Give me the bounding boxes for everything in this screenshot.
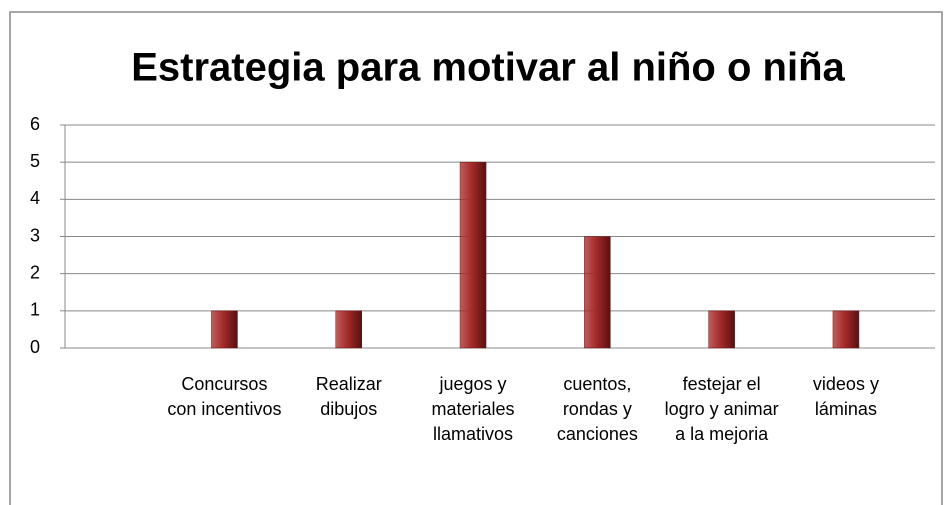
- chart-border: [9, 11, 943, 505]
- y-tick-label: 4: [30, 188, 40, 208]
- bar: [335, 310, 362, 349]
- x-tick-label: cuentos, rondas y canciones: [556, 374, 638, 444]
- x-tick-label: Concursos con incentivos: [167, 374, 282, 419]
- bar: [211, 310, 238, 349]
- y-tick-label: 3: [30, 225, 40, 245]
- y-tick-label: 1: [30, 300, 40, 320]
- bar: [584, 236, 611, 349]
- y-tick-label: 0: [30, 337, 40, 357]
- bar: [832, 310, 860, 349]
- y-tick-label: 2: [30, 262, 40, 282]
- y-tick-label: 6: [30, 114, 40, 134]
- x-tick-label: juegos y materiales llamativos: [431, 374, 515, 444]
- bar: [459, 161, 487, 349]
- x-tick-label: videos y láminas: [812, 374, 879, 419]
- x-tick-label: festejar el logro y animar a la mejoria: [664, 374, 779, 444]
- bar: [708, 310, 735, 349]
- x-tick-label: Realizar dibujos: [315, 374, 382, 419]
- chart-title: Estrategia para motivar al niño o niña: [131, 46, 845, 90]
- y-tick-label: 5: [30, 151, 40, 171]
